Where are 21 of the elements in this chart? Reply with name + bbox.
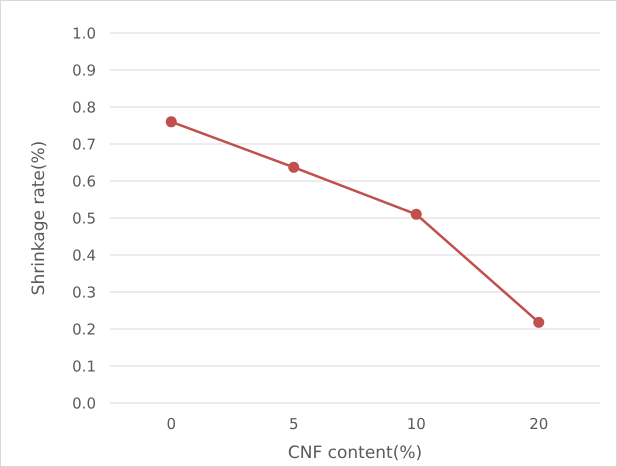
point [166, 116, 177, 128]
point [533, 316, 544, 328]
y-axis-title: Shrinkage rate(%) [29, 140, 49, 296]
y-tick-label: 0.6 [72, 172, 96, 190]
y-tick-label: 0.1 [72, 357, 96, 376]
y-tick-label: 0.2 [72, 320, 96, 338]
y-tick-label: 0.3 [72, 283, 96, 302]
x-axis-title: CNF content(%) [288, 443, 422, 463]
x-tick-label: 10 [406, 415, 426, 433]
point [410, 208, 422, 220]
x-tick-label: 20 [529, 415, 548, 433]
y-tick-label: 0.4 [72, 246, 96, 264]
y-tick-label: 1.0 [72, 24, 96, 42]
y-tick-label: 0.9 [72, 61, 96, 80]
y-tick-label: 0.7 [72, 135, 96, 154]
y-tick-label: 0.5 [72, 209, 96, 228]
x-tick-label: 5 [288, 415, 299, 433]
y-tick-label: 0.0 [72, 394, 96, 412]
y-tick-label: 0.8 [72, 98, 96, 116]
x-tick-label: 0 [166, 415, 176, 433]
point [288, 162, 300, 173]
